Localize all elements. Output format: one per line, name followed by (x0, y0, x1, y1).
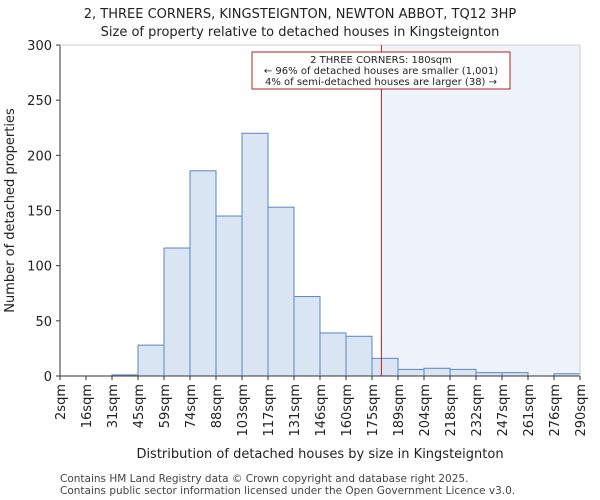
bar-88sqm (215, 215, 243, 377)
x-tick-label: 276sqm (548, 384, 563, 437)
bars-group (111, 132, 581, 377)
y-tick-label: 50 (35, 315, 52, 330)
bar-204sqm (423, 367, 451, 377)
x-tick-label: 74sqm (184, 384, 199, 428)
footer-line-2: Contains public sector information licen… (60, 485, 515, 497)
x-axis-ticks: 2sqm 16sqm 31sqm 45sqm 59sqm 74sqm 88sqm 103sqm… (54, 376, 589, 437)
bar-59sqm (163, 247, 191, 377)
x-tick-label: 189sqm (392, 384, 407, 437)
chart-title-line2: Size of property relative to detached ho… (101, 25, 500, 40)
y-tick-label: 150 (27, 205, 52, 220)
x-tick-label: 88sqm (210, 384, 225, 428)
x-tick-label: 45sqm (132, 384, 147, 428)
x-tick-label: 16sqm (80, 384, 95, 428)
x-tick-label: 2sqm (54, 384, 69, 420)
bar-218sqm (449, 368, 477, 377)
y-tick-label: 250 (27, 94, 52, 109)
bar-175sqm (371, 357, 399, 377)
x-tick-label: 131sqm (288, 384, 303, 437)
x-axis-label: Distribution of detached houses by size … (136, 447, 503, 462)
y-axis-label: Number of detached properties (3, 108, 18, 313)
x-tick-label: 146sqm (314, 384, 329, 437)
bar-45sqm (137, 344, 165, 377)
bar-117sqm (267, 206, 295, 377)
bar-74sqm (189, 170, 217, 377)
bar-146sqm (319, 332, 347, 377)
x-tick-label: 103sqm (236, 384, 251, 437)
bar-131sqm (293, 296, 321, 377)
y-tick-label: 0 (44, 370, 52, 385)
annotation-line-3: 4% of semi-detached houses are larger (3… (265, 77, 497, 88)
y-axis-ticks: 0 50 100 150 200 250 300 (27, 39, 60, 385)
x-tick-label: 247sqm (496, 384, 511, 437)
y-tick-label: 100 (27, 260, 52, 275)
x-tick-label: 261sqm (522, 384, 537, 437)
footer-line-1: Contains HM Land Registry data © Crown c… (60, 473, 468, 485)
y-tick-label: 300 (27, 39, 52, 54)
chart-title-line1: 2, THREE CORNERS, KINGSTEIGNTON, NEWTON … (84, 7, 517, 22)
x-tick-label: 117sqm (262, 384, 277, 437)
x-tick-label: 160sqm (340, 384, 355, 437)
y-tick-label: 200 (27, 149, 52, 164)
x-tick-label: 218sqm (444, 384, 459, 437)
bar-189sqm (397, 368, 425, 377)
above-property-shade (381, 45, 580, 376)
x-tick-label: 290sqm (574, 384, 589, 437)
annotation-box (251, 51, 511, 90)
x-tick-label: 59sqm (158, 384, 173, 428)
bar-160sqm (345, 335, 373, 377)
x-tick-label: 31sqm (106, 384, 121, 428)
bar-103sqm (241, 132, 269, 377)
annotation-line-2: ← 96% of detached houses are smaller (1,… (264, 66, 498, 77)
x-tick-label: 175sqm (366, 384, 381, 437)
annotation-line-1: 2 THREE CORNERS: 180sqm (310, 55, 452, 66)
x-tick-label: 232sqm (470, 384, 485, 437)
x-tick-label: 204sqm (418, 384, 433, 437)
